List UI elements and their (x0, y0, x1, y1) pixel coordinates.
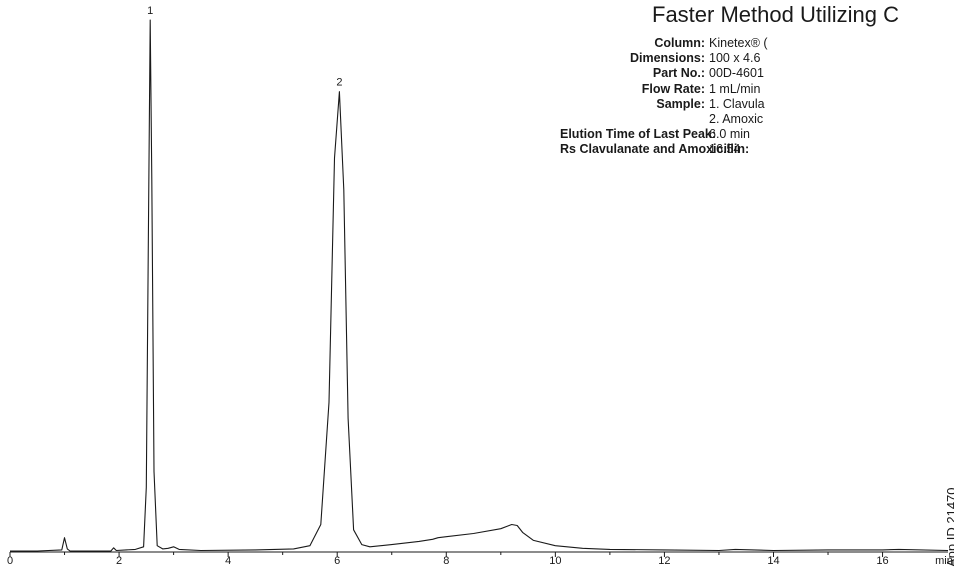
x-tick-label: 6 (334, 555, 340, 567)
info-value: 00D-4601 (709, 66, 764, 81)
info-label: Flow Rate: (641, 81, 705, 96)
info-row: Elution Time of Last Peak: 6.0 min (560, 127, 768, 142)
x-tick-label: 0 (7, 555, 13, 567)
chart-title: Faster Method Utilizing C (652, 2, 899, 27)
info-row: Part No.: 00D-4601 (560, 66, 768, 81)
peak-label: 2 (336, 77, 342, 89)
x-tick-label: 4 (225, 555, 231, 567)
info-value: 1. Clavula (709, 96, 765, 111)
info-value: 6.0 min (709, 127, 750, 142)
method-info-panel: Column: Kinetex® (Dimensions: 100 x 4.6 Par… (560, 36, 768, 158)
info-row: Dimensions: 100 x 4.6 (560, 51, 768, 66)
x-tick-label: 16 (876, 555, 888, 567)
info-label: Rs Clavulanate and Amoxicillin: (560, 142, 750, 157)
info-label: Sample: (656, 96, 705, 111)
app-id-label: App ID 21470 (944, 487, 954, 567)
x-tick-label: 2 (116, 555, 122, 567)
info-label: Column: (654, 36, 705, 50)
info-value: Kinetex® ( (709, 36, 768, 50)
info-label: Part No.: (652, 66, 705, 81)
info-value: 100 x 4.6 (709, 51, 761, 66)
info-row: 2. Amoxic (560, 112, 768, 127)
info-label: Dimensions: (629, 51, 705, 66)
info-row: Column: Kinetex® ( (560, 36, 768, 51)
info-value: 1 mL/min (709, 81, 761, 96)
x-axis: 0 2 4 6 8 10 12 14 16 min (7, 551, 953, 567)
info-row: Sample: 1. Clavula (560, 97, 768, 112)
info-value: 16.54 (709, 142, 741, 157)
info-row: Rs Clavulanate and Amoxicillin: 16.54 (560, 142, 768, 157)
info-label: Elution Time of Last Peak: (560, 127, 717, 142)
x-tick-label: 14 (767, 555, 779, 567)
chromatogram-trace (10, 19, 949, 552)
peak-labels: 12 (147, 5, 342, 89)
x-axis-unit-label: min (935, 555, 953, 567)
peak-label: 1 (147, 5, 153, 17)
x-tick-label: 8 (443, 555, 449, 567)
info-label (560, 112, 709, 127)
info-value: 2. Amoxic (709, 112, 764, 127)
x-tick-label: 10 (549, 555, 561, 567)
x-tick-label: 12 (658, 555, 670, 567)
info-row: Flow Rate: 1 mL/min (560, 82, 768, 97)
